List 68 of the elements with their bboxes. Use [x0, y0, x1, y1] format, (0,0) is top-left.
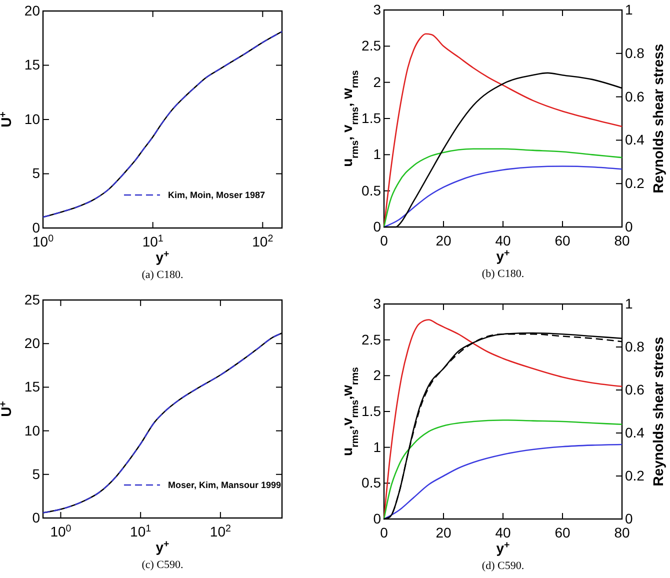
- y-tick-label: 15: [24, 378, 40, 395]
- text: (b) C180.: [482, 268, 524, 280]
- y2-tick-label: 1: [625, 1, 633, 18]
- x-tick-label: 20: [436, 232, 452, 248]
- y2-tick-label: 0.8: [625, 44, 645, 61]
- y-tick-label: 0: [32, 219, 40, 236]
- y2-tick-label: 0.2: [625, 467, 645, 484]
- y-tick-label: 20: [24, 2, 40, 18]
- x-tick-label: 60: [554, 524, 570, 540]
- y2-tick-label: 0.6: [625, 381, 645, 398]
- y-tick-label: 1: [373, 146, 382, 162]
- y-tick-label: 3: [373, 295, 382, 312]
- y-tick-label: 3: [373, 1, 382, 18]
- y-tick-label: 20: [24, 335, 40, 352]
- y-tick-label: 15: [24, 56, 40, 73]
- line-series: [383, 33, 623, 228]
- y-tick-label: 0: [373, 218, 382, 234]
- x-tick-label: 60: [554, 232, 570, 248]
- x-tick-label: 10$^{2}$: [252, 232, 274, 250]
- y2-tick-label: 0: [625, 510, 633, 526]
- y-tick-label: 2.5: [362, 38, 382, 54]
- y-tick-label: 10: [24, 422, 40, 438]
- line-series: [383, 166, 623, 228]
- y-tick-label: 2: [373, 367, 382, 384]
- y2-tick-label: 0.8: [625, 338, 645, 354]
- y-tick-label: 25: [24, 291, 40, 308]
- text: (d) C590.: [482, 560, 524, 572]
- y-tick-label: 5: [32, 165, 40, 182]
- y-tick-label: 2: [373, 74, 382, 90]
- y2-tick-label: 1: [625, 295, 633, 312]
- x-tick-label: 10$^{0}$: [50, 522, 72, 540]
- x-tick-label: 40: [495, 232, 511, 248]
- y-tick-label: 0: [373, 510, 382, 526]
- y2-tick-label: 0.4: [625, 132, 645, 148]
- y2-tick-label: 0.6: [625, 88, 645, 104]
- x-axis-title: y$^{+}$: [496, 540, 510, 556]
- y2-axis-title: Reynolds shear stress: [650, 336, 666, 486]
- y-tick-label: 0: [32, 509, 40, 526]
- y2-tick-label: 0: [625, 218, 633, 234]
- x-tick-label: 10$^{0}$: [32, 232, 54, 250]
- x-tick-label: 20: [436, 524, 452, 540]
- x-axis-title: y$^{+}$: [156, 248, 170, 265]
- legend-label: Moser, Kim, Mansour 1999: [168, 480, 282, 490]
- x-tick-label: 80: [614, 232, 630, 248]
- text: (a) C180.: [142, 269, 184, 281]
- y2-tick-label: 0.4: [625, 424, 645, 440]
- legend-label: Kim, Moin, Moser 1987: [168, 190, 266, 200]
- y-tick-label: 0.5: [362, 182, 382, 198]
- x-tick-label: 10$^{1}$: [130, 522, 152, 540]
- x-axis-title: y$^{+}$: [156, 538, 170, 555]
- y2-axis-title: Reynolds shear stress: [650, 44, 666, 194]
- line-series: [383, 148, 623, 228]
- line-series: [383, 419, 623, 520]
- x-tick-label: 10$^{2}$: [210, 522, 231, 540]
- y-tick-label: 5: [32, 466, 40, 482]
- y-tick-label: 0.5: [362, 474, 382, 491]
- y-tick-label: 1: [373, 438, 382, 455]
- text: (c) C590.: [142, 559, 184, 571]
- x-tick-label: 80: [614, 524, 630, 540]
- line-series: [383, 444, 623, 520]
- y-tick-label: 1.5: [362, 110, 382, 126]
- x-tick-label: 40: [495, 524, 511, 540]
- y-tick-label: 2.5: [362, 331, 382, 348]
- y-tick-label: 10: [24, 110, 40, 127]
- y-tick-label: 1.5: [362, 402, 382, 419]
- y2-tick-label: 0.2: [625, 175, 645, 192]
- x-tick-label: 10$^{1}$: [142, 232, 164, 250]
- x-axis-title: y$^{+}$: [496, 248, 510, 264]
